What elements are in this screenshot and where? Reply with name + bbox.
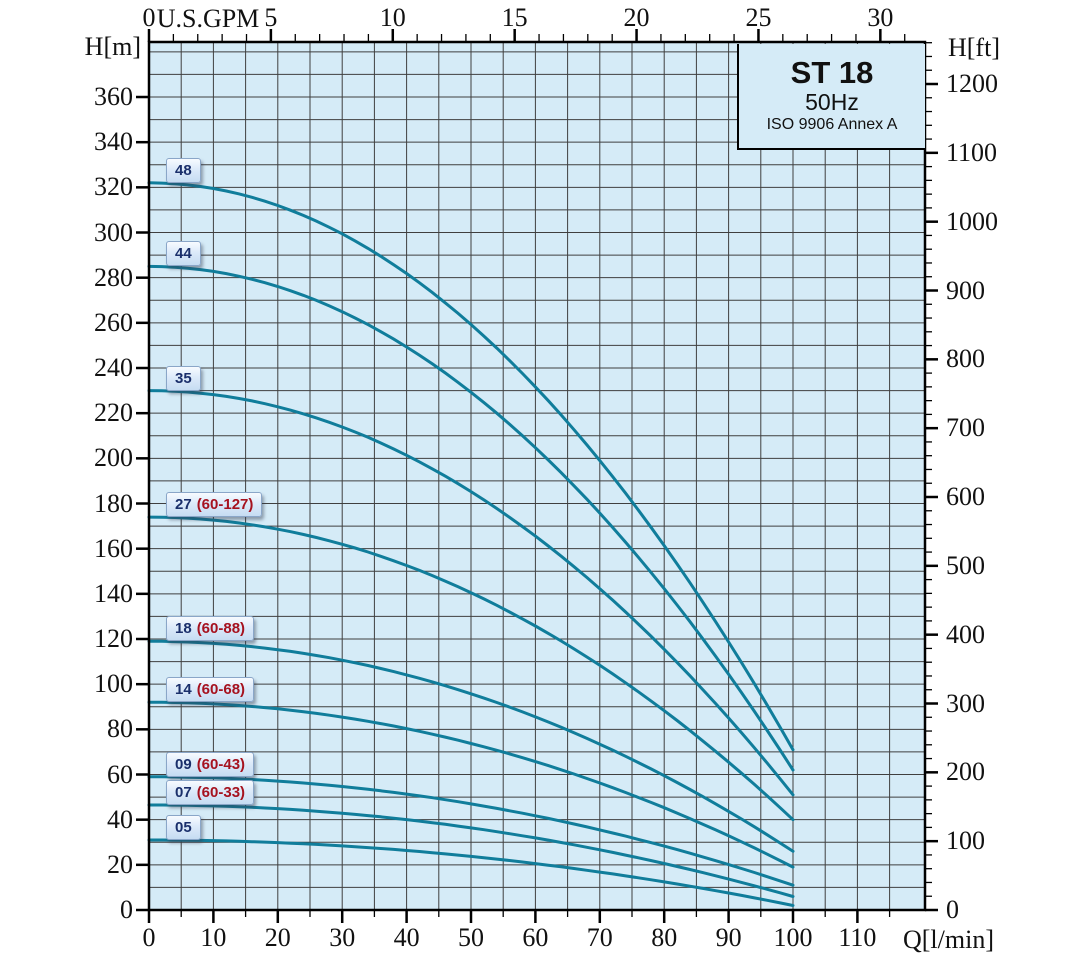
curve-stage-count: 27 [175,496,192,514]
left-tick-label: 60 [107,759,133,789]
left-tick-label: 180 [94,488,133,518]
pump-curve-07 [147,803,795,898]
top-tick-label: 0 [142,3,156,32]
top-tick-label: 5 [264,3,278,32]
curve-flow-range: (60-88) [196,620,246,638]
left-tick-label: 340 [94,127,133,157]
curve-stage-count: 07 [175,783,192,801]
curve-stage-count: 14 [175,681,192,699]
left-tick-label: 260 [94,307,133,337]
left-tick-label: 100 [94,669,133,699]
right-tick-label: 0 [946,895,959,924]
curve-label-05: 05 [166,814,201,840]
curve-label-07: 07 (60-33) [166,779,255,805]
pump-curve-18 [147,639,795,853]
bottom-tick-label: 0 [142,923,156,952]
bottom-tick-label: 30 [329,923,356,952]
curve-label-18: 18 (60-88) [166,616,255,642]
top-tick-label: 15 [501,3,528,32]
pump-curve-27 [147,515,795,822]
bottom-tick-label: 80 [651,923,678,952]
curve-stage-count: 09 [175,755,192,773]
curve-label-35: 35 [166,365,201,391]
bottom-tick-label: 10 [200,923,227,952]
curve-label-27: 27 (60-127) [166,492,263,518]
left-tick-label: 120 [94,624,133,653]
left-tick-label: 40 [107,804,133,834]
grid-lines [149,42,925,910]
right-tick-label: 800 [946,344,985,374]
right-axis-title: H[ft] [948,33,1000,62]
frequency: 50Hz [805,89,859,116]
left-tick-label: 140 [94,578,133,608]
curve-stage-count: 44 [175,245,192,263]
top-tick-label: 10 [379,3,406,32]
model-name: ST 18 [790,54,874,90]
pump-curve-35 [147,389,795,797]
right-tick-label: 600 [946,482,985,511]
right-tick-label: 500 [946,550,985,580]
left-tick-label: 300 [94,217,133,247]
bottom-axis-title: Q[l/min] [903,925,994,954]
bottom-tick-label: 20 [264,923,291,952]
left-tick-label: 200 [94,443,133,473]
left-tick-label: 0 [120,895,133,924]
right-tick-label: 1200 [946,69,998,98]
bottom-tick-label: 50 [458,923,484,952]
bottom-tick-label: 110 [838,923,877,952]
plot-background [149,42,925,910]
pump-curve-44 [147,264,795,772]
curve-label-09: 09 (60-43) [166,751,255,777]
curve-flow-range: (60-127) [196,496,254,514]
curve-label-48: 48 [166,157,201,183]
curve-label-14: 14 (60-68) [166,677,255,703]
right-tick-label: 1100 [946,137,998,167]
left-tick-label: 320 [94,172,133,202]
curve-label-44: 44 [166,241,201,267]
bottom-tick-label: 60 [522,923,549,952]
bottom-tick-label: 90 [715,923,742,952]
right-tick-label: 900 [946,275,985,305]
top-axis-title: U.S.GPM [156,4,260,33]
left-axis-title: H[m] [84,32,141,61]
top-tick-label: 25 [745,3,772,32]
curve-stage-count: 18 [175,620,192,638]
right-tick-label: 1000 [946,206,998,236]
pump-curves [147,181,795,907]
bottom-tick-label: 100 [773,923,813,952]
left-tick-label: 360 [94,82,133,111]
right-tick-label: 200 [946,757,985,787]
pump-curve-09 [147,775,795,887]
left-tick-label: 220 [94,398,133,428]
curve-stage-count: 48 [175,161,192,179]
right-tick-label: 400 [946,619,985,649]
curve-flow-range: (60-33) [196,783,246,801]
pump-curve-48 [147,181,795,752]
axis-ticks [136,29,938,923]
plot-border [147,40,927,912]
bottom-tick-label: 40 [393,923,420,952]
bottom-tick-label: 70 [586,923,613,952]
right-tick-label: 300 [946,688,985,718]
standard: ISO 9906 Annex A [766,116,898,134]
curve-flow-range: (60-68) [196,681,246,699]
curve-stage-count: 35 [175,369,192,387]
pump-curve-05 [147,838,795,907]
title-box: ST 18 50Hz ISO 9906 Annex A [737,44,925,150]
right-tick-label: 700 [946,413,985,443]
pump-curve-14 [147,700,795,869]
left-tick-label: 240 [94,353,133,382]
left-tick-label: 20 [107,849,133,879]
left-tick-label: 280 [94,262,133,292]
right-tick-label: 100 [946,826,985,856]
curve-stage-count: 05 [175,818,192,836]
curve-flow-range: (60-43) [196,755,246,773]
top-tick-label: 20 [623,3,650,32]
top-tick-label: 30 [867,3,894,32]
left-tick-label: 160 [94,533,133,563]
left-tick-label: 80 [107,714,133,744]
